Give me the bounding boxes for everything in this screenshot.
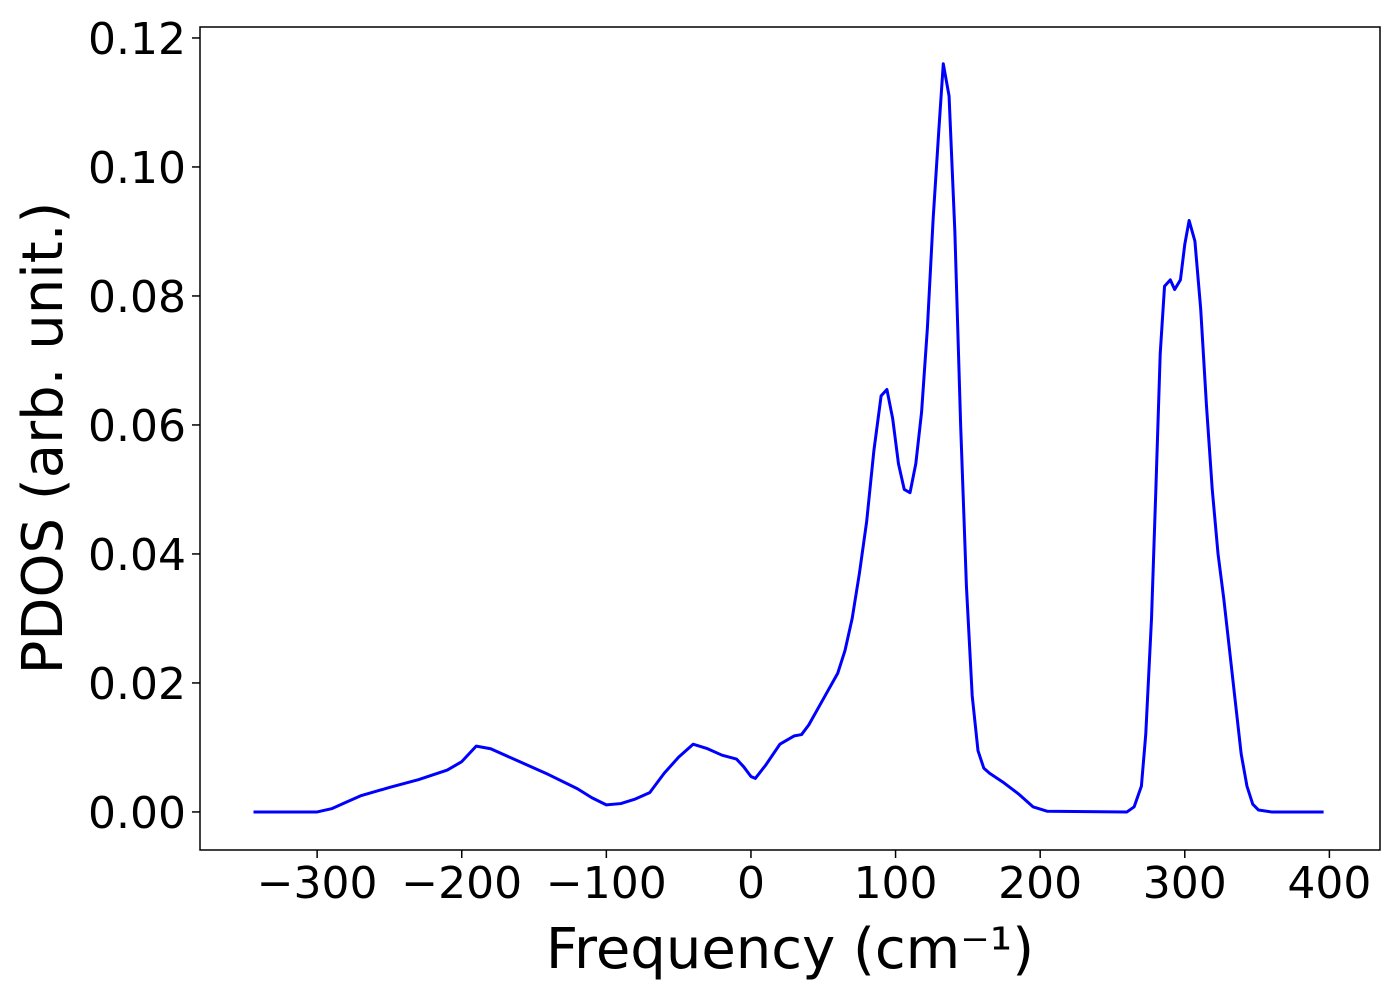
- x-tick-label: −200: [401, 858, 522, 909]
- x-tick-label: −100: [546, 858, 667, 909]
- y-tick-label: 0.00: [88, 788, 186, 839]
- x-axis-label: Frequency (cm⁻¹): [546, 917, 1034, 982]
- x-tick-label: 0: [737, 858, 765, 909]
- x-tick-label: 400: [1287, 858, 1371, 909]
- plot-frame: [199, 26, 1381, 851]
- x-tick-label: −300: [257, 858, 378, 909]
- x-tick-label: 300: [1143, 858, 1227, 909]
- data-line: [253, 62, 1324, 814]
- y-tick-label: 0.08: [88, 272, 186, 323]
- y-tick-label: 0.02: [88, 659, 186, 710]
- x-tick-label: 100: [854, 858, 938, 909]
- x-tick-label: 200: [998, 858, 1082, 909]
- y-axis-label: PDOS (arb. unit.): [11, 202, 76, 675]
- y-tick-label: 0.12: [88, 14, 186, 65]
- y-tick-label: 0.06: [88, 401, 186, 452]
- y-tick-label: 0.04: [88, 530, 186, 581]
- y-tick-label: 0.10: [88, 143, 186, 194]
